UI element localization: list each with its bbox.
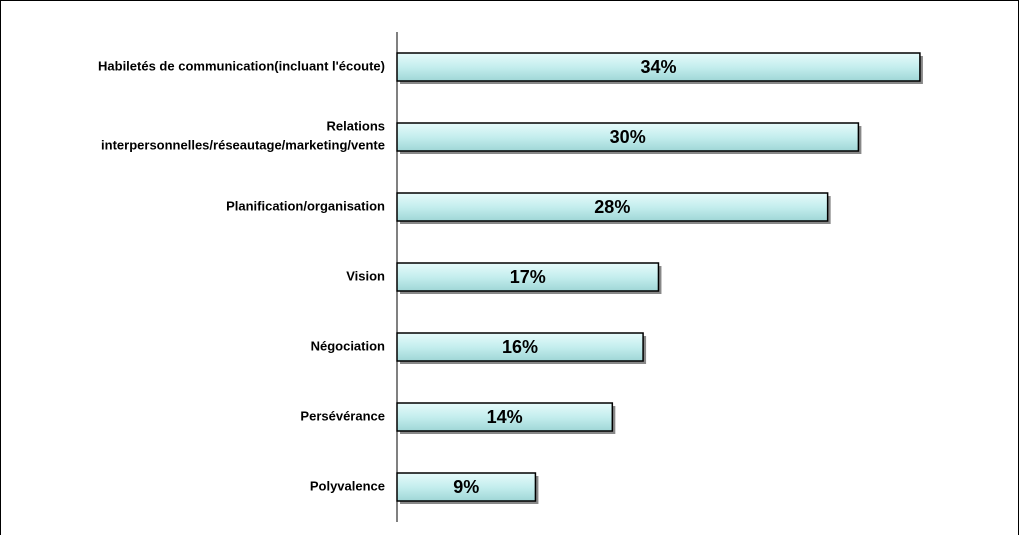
y-tick-label: Relations interpersonnelles/réseautage/ma…: [101, 119, 385, 153]
bar: [396, 472, 537, 502]
y-tick-label: Vision: [346, 268, 385, 283]
bar: [396, 332, 644, 362]
bar: [396, 402, 614, 432]
y-tick-label: Polyvalence: [310, 478, 385, 493]
bar: [396, 52, 921, 82]
data-label: 17%: [510, 267, 546, 287]
y-tick-label: Habiletés de communication(incluant l'éc…: [98, 58, 385, 73]
bar: [396, 192, 829, 222]
y-tick-label: Planification/organisation: [226, 198, 385, 213]
y-tick-label: Persévérance: [300, 408, 385, 423]
bar: [396, 262, 660, 292]
data-label: 34%: [640, 57, 676, 77]
data-label: 16%: [502, 337, 538, 357]
data-label: 28%: [594, 197, 630, 217]
bar: [396, 122, 860, 152]
y-tick-label: Négociation: [311, 338, 385, 353]
data-label: 14%: [487, 407, 523, 427]
data-label: 30%: [610, 127, 646, 147]
data-label: 9%: [453, 477, 479, 497]
